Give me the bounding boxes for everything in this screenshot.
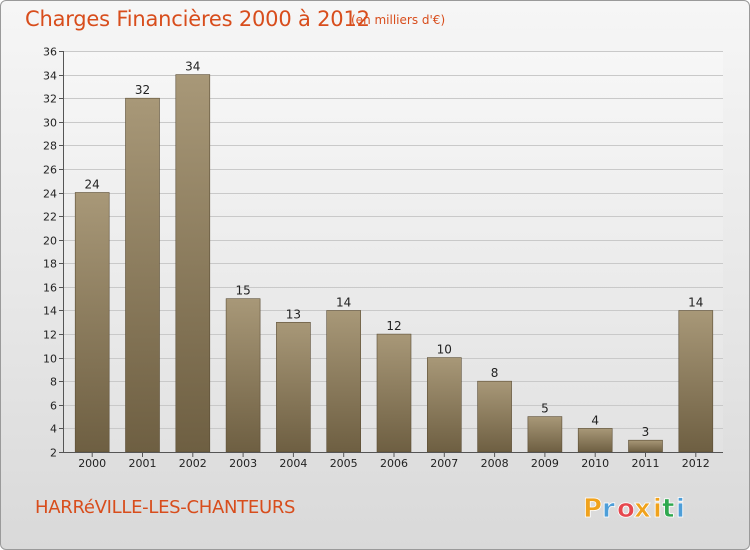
x-tick-label: 2003 (229, 457, 257, 470)
bar-2004 (276, 321, 311, 453)
x-tick-label: 2005 (330, 457, 358, 470)
x-tick-label: 2008 (481, 457, 509, 470)
y-tick-label: 36 (43, 46, 57, 59)
bar-value-label: 10 (437, 343, 452, 357)
x-tick-label: 2011 (632, 457, 660, 470)
y-tick-label: 12 (43, 329, 57, 342)
y-tick-label: 30 (43, 117, 57, 130)
bar-2003 (225, 298, 261, 453)
bar-value-label: 24 (85, 178, 100, 192)
y-tick-label: 10 (43, 353, 57, 366)
logo-letter: o (617, 494, 635, 524)
bar-2007 (426, 357, 462, 453)
bar-value-label: 32 (135, 83, 150, 97)
bar-value-label: 4 (591, 413, 599, 427)
city-name: HARRéVILLE-LES-CHANTEURS (35, 497, 296, 518)
x-tick-label: 2006 (380, 457, 408, 470)
bar-value-label: 14 (336, 296, 351, 310)
bar-value-label: 34 (185, 60, 200, 74)
y-tick-label: 16 (43, 282, 57, 295)
x-tick-label: 2002 (179, 457, 207, 470)
y-tick-label: 24 (43, 188, 57, 201)
y-tick-label: 14 (43, 305, 57, 318)
y-tick-label: 18 (43, 258, 57, 271)
logo-letter: x (634, 494, 651, 524)
logo-letter: P (583, 494, 602, 524)
x-tick-label: 2007 (430, 457, 458, 470)
y-tick-label: 32 (43, 93, 57, 106)
bar-2002 (175, 74, 211, 453)
x-tick-label: 2001 (129, 457, 157, 470)
bar-value-label: 15 (235, 284, 250, 298)
bar-value-label: 13 (286, 307, 301, 321)
x-tick-label: 2000 (78, 457, 106, 470)
y-tick-label: 26 (43, 164, 57, 177)
bar-2000 (74, 192, 110, 453)
logo-letter: t (662, 494, 674, 524)
bar-value-label: 5 (541, 402, 549, 416)
bar-2009 (527, 416, 563, 453)
y-tick-label: 4 (50, 423, 57, 436)
logo-letter: i (676, 494, 685, 524)
bar-2011 (628, 439, 663, 453)
bar-2001 (125, 97, 160, 453)
x-tick-label: 2009 (531, 457, 559, 470)
logo-letter: r (602, 494, 615, 524)
chart-title: Charges Financières 2000 à 2012 (25, 7, 370, 31)
y-tick-label: 28 (43, 140, 57, 153)
bar-2010 (577, 428, 613, 453)
y-tick-label: 8 (50, 376, 57, 389)
bar-value-label: 12 (386, 319, 401, 333)
logo-letter: i (653, 494, 662, 524)
bar-2012 (678, 310, 714, 453)
bar-2008 (477, 380, 512, 453)
bar-value-label: 14 (688, 296, 703, 310)
x-tick-label: 2012 (682, 457, 710, 470)
y-tick-label: 22 (43, 211, 57, 224)
y-tick-label: 6 (50, 400, 57, 413)
y-tick-label: 2 (50, 447, 57, 460)
chart-unit: (en milliers d'€) (351, 13, 446, 27)
x-tick-label: 2010 (581, 457, 609, 470)
bar-value-label: 8 (491, 366, 499, 380)
bar-value-label: 3 (642, 425, 650, 439)
y-tick-label: 20 (43, 235, 57, 248)
bar-2006 (376, 333, 412, 453)
x-tick-label: 2004 (279, 457, 307, 470)
bar-2005 (326, 310, 362, 453)
y-tick-label: 34 (43, 70, 57, 83)
